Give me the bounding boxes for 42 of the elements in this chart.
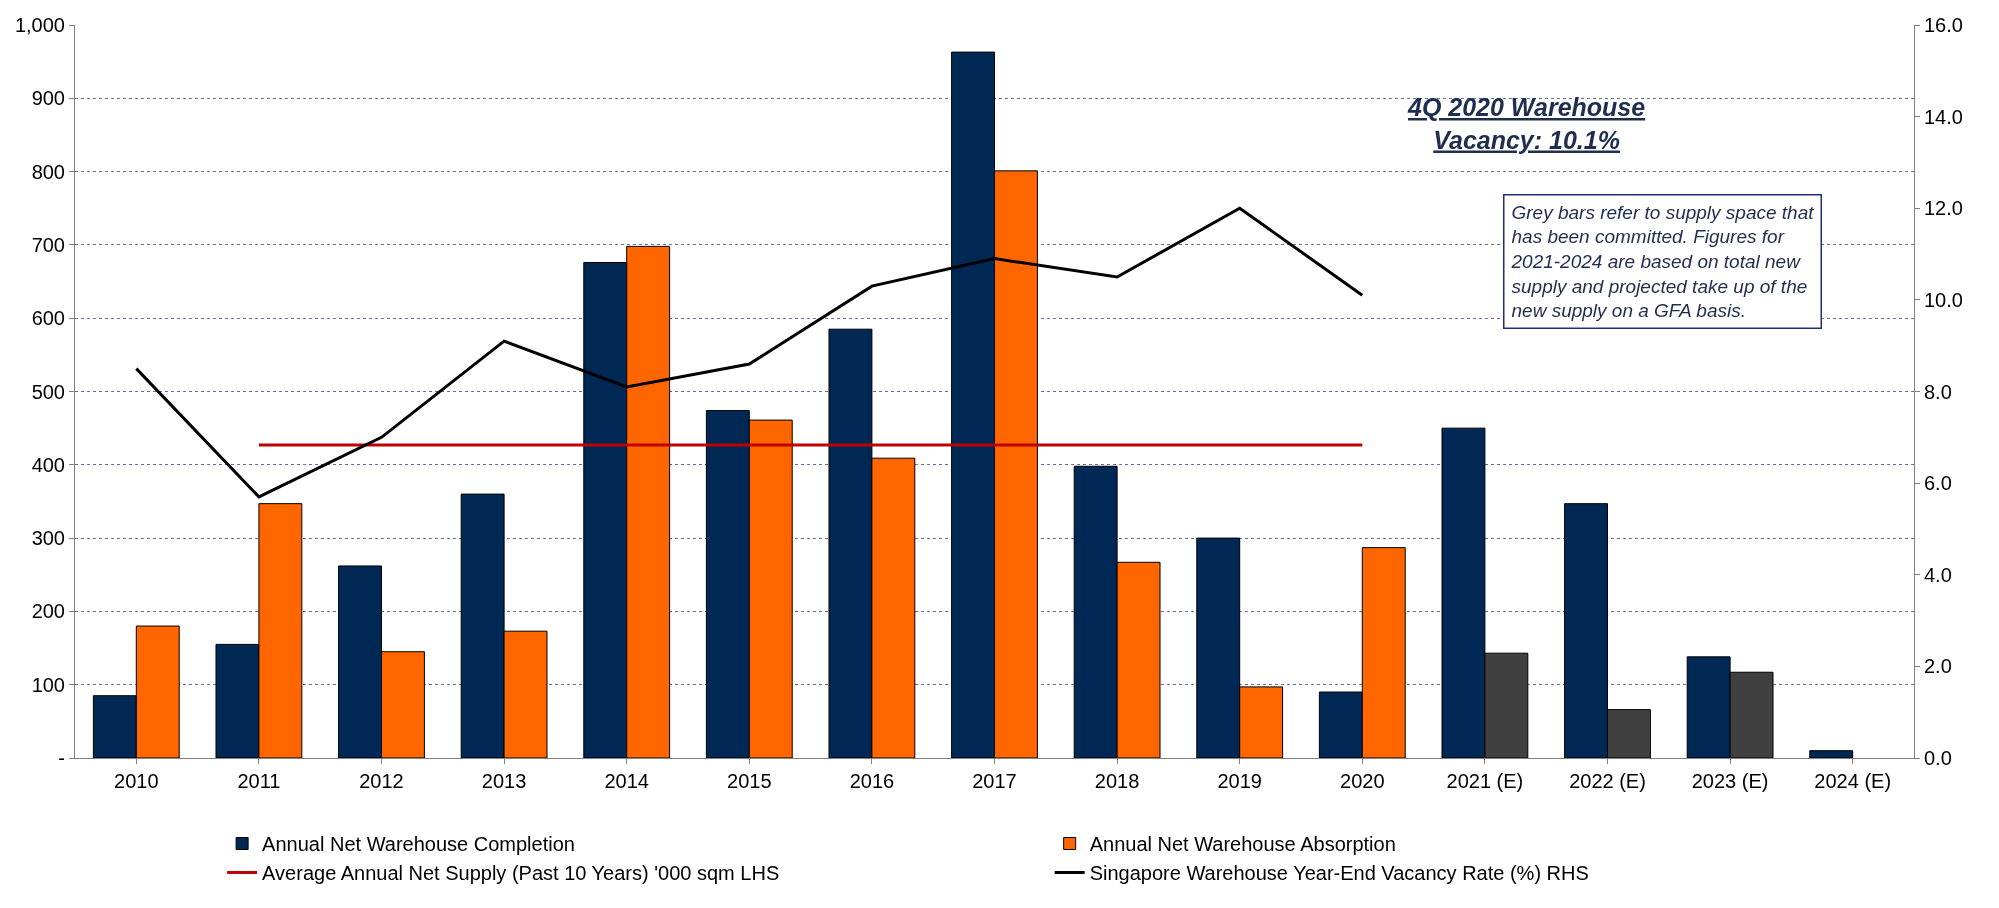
y-tick-label: 1,000 — [14, 14, 65, 36]
annotation: Grey bars refer to supply space that has been committed. Figures for 2021-2024 are based on total new supply and projected take up of the new supply on a GFA basis. — [1510, 201, 1815, 322]
legend-label: Annual Net Warehouse Absorption — [1089, 833, 1396, 856]
y-tick-label: 900 — [31, 87, 65, 110]
y2-tick-label: 10.0 — [1924, 288, 1963, 311]
x-tick-label: 2020 — [1340, 770, 1385, 792]
x-tick-label: 2018 — [1094, 770, 1140, 792]
x-tick-label: 2024 (E) — [1814, 770, 1892, 792]
x-tick-label: 2017 — [972, 770, 1017, 792]
x-tick-label: 2016 — [849, 770, 895, 792]
legend-label: Average Annual Net Supply (Past 10 Years) '000 sqm LHS — [262, 862, 780, 885]
x-tick-label: 2019 — [1217, 770, 1262, 792]
y2-tick-label: 0.0 — [1924, 747, 1952, 769]
y2-tick-label: 12.0 — [1924, 197, 1963, 220]
y2-tick-label: 2.0 — [1924, 655, 1952, 678]
x-tick-label: 2011 — [237, 770, 281, 792]
y-tick-label: 700 — [31, 233, 65, 256]
y-tick-label: 600 — [31, 307, 65, 330]
y-tick-label: 200 — [31, 600, 65, 623]
x-tick-label: 2012 — [359, 770, 404, 792]
annotation: 4Q 2020 Warehouse Vacancy: 10.1% — [1407, 93, 1646, 154]
y-tick-label: 100 — [31, 673, 65, 696]
x-tick-label: 2014 — [604, 770, 649, 792]
bar — [1809, 750, 1854, 758]
legend-label: Annual Net Warehouse Completion — [262, 833, 575, 856]
y-tick-label: - — [58, 747, 65, 769]
y2-tick-label: 8.0 — [1924, 380, 1952, 403]
y-tick-label: 500 — [31, 380, 65, 403]
legend-label: Singapore Warehouse Year-End Vacancy Rate (%) RHS — [1089, 862, 1589, 885]
y-tick-label: 300 — [31, 527, 65, 550]
y-tick-label: 400 — [31, 453, 65, 476]
y2-tick-label: 4.0 — [1924, 563, 1952, 586]
y-tick-label: 800 — [31, 160, 65, 183]
y2-tick-label: 6.0 — [1924, 472, 1952, 495]
x-tick-label: 2022 (E) — [1569, 770, 1646, 792]
x-tick-label: 2023 (E) — [1691, 770, 1769, 792]
x-tick-label: 2010 — [114, 770, 159, 792]
y2-tick-label: 14.0 — [1924, 105, 1963, 128]
y2-tick-label: 16.0 — [1924, 14, 1963, 36]
x-tick-label: 2015 — [727, 770, 772, 792]
x-tick-label: 2013 — [481, 770, 527, 792]
x-tick-label: 2021 (E) — [1446, 770, 1524, 792]
